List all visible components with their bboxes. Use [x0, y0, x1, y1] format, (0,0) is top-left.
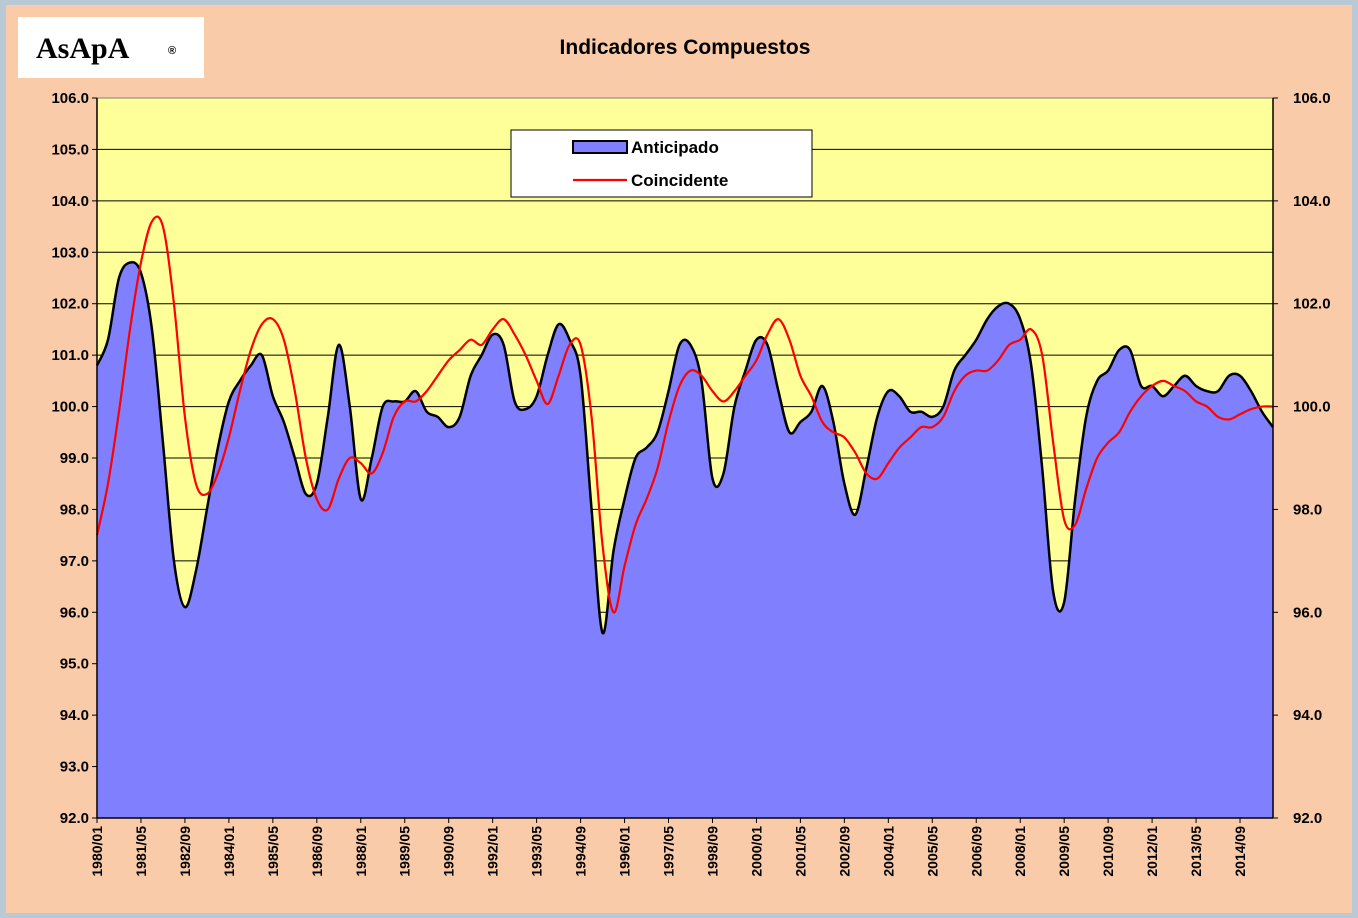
y2-tick-label: 96.0 [1293, 604, 1322, 621]
x-tick-label: 1992/01 [485, 826, 501, 877]
y-tick-label: 105.0 [51, 141, 89, 158]
x-tick-label: 1997/05 [661, 826, 677, 877]
y2-tick-label: 92.0 [1293, 810, 1322, 827]
x-tick-label: 2006/09 [968, 826, 984, 877]
x-tick-label: 1986/09 [309, 826, 325, 877]
logo: AsApA [36, 32, 130, 65]
area [97, 262, 1273, 818]
legend-swatch [572, 140, 628, 154]
x-tick-label: 1981/05 [133, 826, 149, 877]
y2-tick-label: 102.0 [1293, 296, 1331, 313]
y-tick-label: 93.0 [60, 759, 89, 776]
x-tick-label: 2008/01 [1012, 826, 1028, 877]
chart-title: Indicadores Compuestos [560, 36, 811, 59]
x-tick-label: 1980/01 [89, 826, 105, 877]
x-tick-label: 1985/05 [265, 826, 281, 877]
y-tick-label: 99.0 [60, 450, 89, 467]
x-tick-label: 2012/01 [1144, 826, 1160, 877]
y-tick-label: 102.0 [51, 296, 89, 313]
x-tick-label: 2010/09 [1100, 826, 1116, 877]
logo-box [18, 17, 204, 78]
x-tick-label: 2002/09 [836, 826, 852, 877]
x-tick-label: 1993/05 [529, 826, 545, 877]
legend-box [510, 129, 813, 198]
y-tick-label: 97.0 [60, 553, 89, 570]
x-tick-label: 1989/05 [397, 826, 413, 877]
x-tick-label: 2014/09 [1232, 826, 1248, 877]
x-tick-label: 1994/09 [573, 826, 589, 877]
y2-tick-label: 98.0 [1293, 501, 1322, 518]
y-tick-label: 95.0 [60, 656, 89, 673]
y-tick-label: 96.0 [60, 604, 89, 621]
x-tick-label: 2009/05 [1056, 826, 1072, 877]
y2-tick-label: 106.0 [1293, 90, 1331, 107]
x-tick-label: 1998/09 [704, 826, 720, 877]
x-tick-label: 1982/09 [177, 826, 193, 877]
y-tick-label: 100.0 [51, 399, 89, 416]
y2-tick-label: 100.0 [1293, 399, 1331, 416]
y-tick-label: 101.0 [51, 347, 89, 364]
x-tick-label: 2005/05 [924, 826, 940, 877]
logo-mark: ® [168, 45, 176, 57]
y-tick-label: 98.0 [60, 501, 89, 518]
legend-label: Anticipado [631, 138, 719, 157]
line [95, 215, 1274, 614]
y-tick-label: 104.0 [51, 193, 89, 210]
x-tick-label: 2004/01 [880, 826, 896, 877]
y-tick-label: 103.0 [51, 244, 89, 261]
y2-tick-label: 94.0 [1293, 707, 1322, 724]
x-tick-label: 1988/01 [353, 826, 369, 877]
x-tick-label: 1996/01 [617, 826, 633, 877]
x-tick-label: 2000/01 [748, 826, 764, 877]
x-tick-label: 2013/05 [1188, 826, 1204, 877]
y2-tick-label: 104.0 [1293, 193, 1331, 210]
y-tick-label: 94.0 [60, 707, 89, 724]
x-tick-label: 1990/09 [441, 826, 457, 877]
legend-label: Coincidente [631, 171, 728, 190]
y-tick-label: 106.0 [51, 90, 89, 107]
x-tick-label: 1984/01 [221, 826, 237, 877]
y-tick-label: 92.0 [60, 810, 89, 827]
x-tick-label: 2001/05 [792, 826, 808, 877]
area-outline [95, 261, 1275, 635]
